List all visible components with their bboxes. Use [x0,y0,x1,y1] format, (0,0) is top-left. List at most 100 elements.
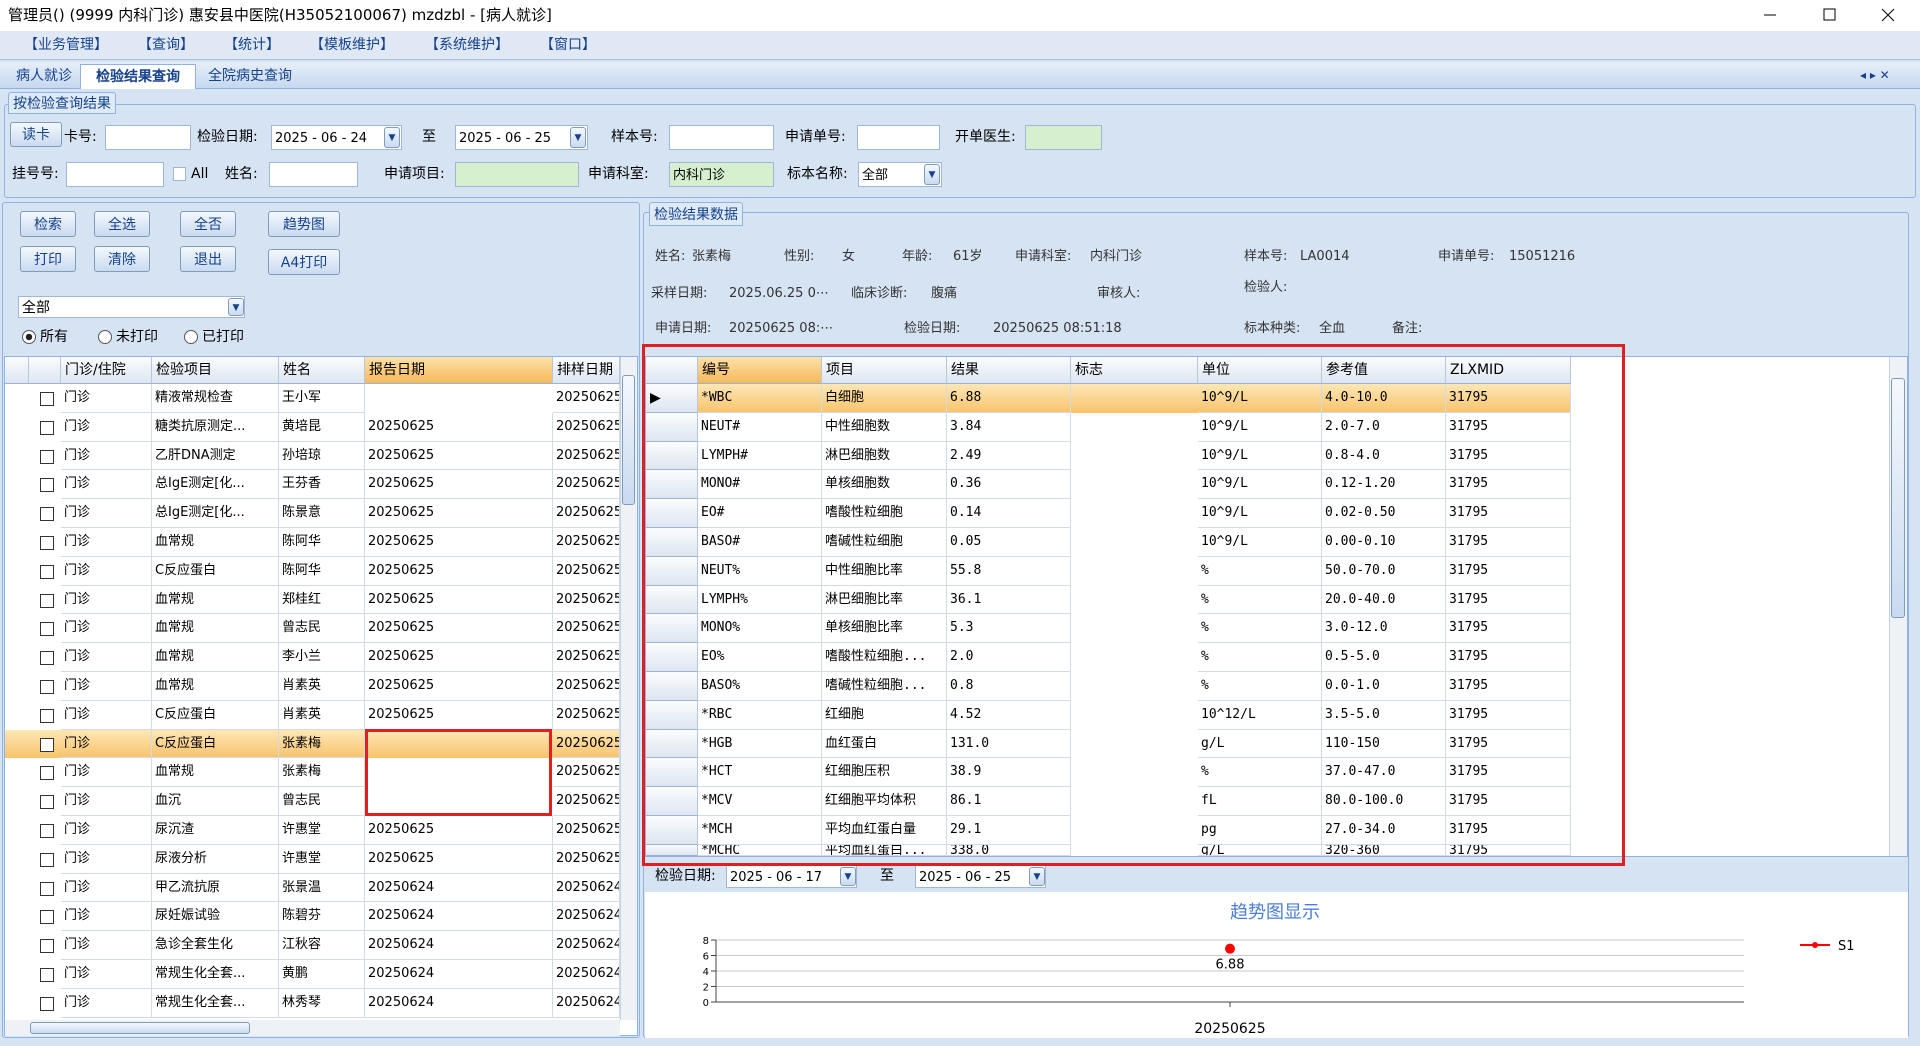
row[interactable] [5,787,620,816]
checkbox[interactable] [40,536,54,550]
column-header[interactable]: 姓名 [279,357,365,384]
row[interactable] [5,528,620,557]
row[interactable] [698,700,1571,730]
checkbox[interactable] [40,910,54,925]
text-input[interactable] [1025,125,1102,150]
row-header[interactable] [646,700,698,730]
text-input[interactable] [857,125,940,150]
row[interactable] [698,470,1571,500]
row-header[interactable] [646,441,698,471]
row-header[interactable] [646,672,698,701]
row[interactable] [698,585,1571,615]
menu-item[interactable]: 【系统维护】 [425,37,509,53]
checkbox[interactable] [40,507,54,522]
row[interactable] [5,844,620,874]
column-header[interactable]: 检验项目 [152,357,279,384]
text-input[interactable] [455,162,579,187]
dropdown-arrow[interactable]: ▼ [228,298,244,316]
row-header[interactable] [646,556,698,586]
radio-button[interactable] [22,330,36,344]
restore-icon[interactable] [1823,8,1836,21]
row[interactable] [698,787,1571,816]
row[interactable] [5,758,620,788]
row[interactable] [698,844,1571,856]
checkbox[interactable] [40,449,54,464]
checkbox[interactable] [40,881,54,896]
row-header[interactable] [646,412,698,442]
column-header[interactable]: 门诊/住院 [61,357,152,384]
checkbox[interactable] [40,478,54,493]
checkbox[interactable] [40,651,54,666]
dropdown-arrow[interactable]: ▼ [1029,867,1045,886]
row[interactable] [5,614,620,644]
button[interactable]: 检索 [20,211,76,237]
menu-item[interactable]: 【窗口】 [540,37,596,53]
row[interactable] [5,643,620,672]
row[interactable] [5,384,620,413]
row-header[interactable] [646,470,698,500]
date-picker[interactable]: 2025 - 06 - 17 [726,865,857,888]
text-input[interactable] [66,162,164,187]
checkbox[interactable] [173,167,186,181]
column-header[interactable]: 项目 [822,357,947,384]
row-header[interactable] [646,816,698,845]
menu-item[interactable]: 【模板维护】 [310,37,394,53]
text-input[interactable] [105,125,191,150]
row[interactable] [698,499,1571,528]
checkbox[interactable] [40,737,54,752]
column-header[interactable]: ZLXMID [1446,357,1571,384]
tab[interactable]: 检验结果查询 [80,64,196,89]
row-header[interactable] [646,585,698,615]
button[interactable]: 趋势图 [268,211,340,237]
menu-item[interactable]: 【统计】 [224,37,280,53]
row[interactable] [698,643,1571,672]
row[interactable] [698,412,1571,442]
row-header[interactable] [646,614,698,644]
row-header[interactable] [646,844,698,856]
row[interactable] [698,672,1571,701]
filter-select[interactable]: 全部 [18,296,245,318]
column-header[interactable]: 编号 [698,357,822,384]
radio-button[interactable] [184,330,198,344]
button[interactable]: 全选 [94,211,150,237]
button[interactable]: 打印 [20,246,76,272]
scrollbar-thumb[interactable] [1891,378,1905,618]
row-header[interactable] [646,643,698,672]
row[interactable] [5,585,620,615]
date-picker[interactable]: 2025 - 06 - 25 [915,865,1046,888]
dropdown-arrow[interactable]: ▼ [924,164,940,185]
row[interactable] [5,412,620,442]
scrollbar-thumb[interactable] [622,375,635,505]
scrollbar[interactable] [620,357,637,1020]
menu-item[interactable]: 【查询】 [138,37,194,53]
row[interactable] [5,902,620,932]
row[interactable] [5,960,620,989]
date-picker[interactable]: 2025 - 06 - 25 [455,125,588,150]
row[interactable] [698,556,1571,586]
row[interactable] [5,499,620,528]
checkbox[interactable] [40,680,54,694]
row[interactable] [698,441,1571,471]
row-header[interactable] [646,729,698,759]
row[interactable] [5,672,620,701]
column-header[interactable]: 排样日期 [553,357,620,384]
column-header[interactable]: 报告日期 [365,357,553,384]
row[interactable] [698,729,1571,759]
row[interactable] [5,729,620,759]
checkbox[interactable] [40,622,54,637]
close-icon[interactable] [1881,8,1895,22]
row-header[interactable] [646,758,698,788]
read-card-button[interactable]: 读卡 [10,122,62,147]
row[interactable] [5,470,620,500]
row[interactable] [5,988,620,1018]
checkbox[interactable] [40,564,54,579]
checkbox[interactable] [40,766,54,781]
row[interactable] [698,758,1571,788]
text-input[interactable]: 内科门诊 [669,162,774,187]
dropdown-arrow[interactable]: ▼ [570,127,586,148]
row-header[interactable] [646,499,698,528]
tab[interactable]: 全院病史查询 [208,68,292,84]
button[interactable]: A4打印 [268,249,340,275]
row[interactable] [5,441,620,471]
checkbox[interactable] [40,996,54,1011]
